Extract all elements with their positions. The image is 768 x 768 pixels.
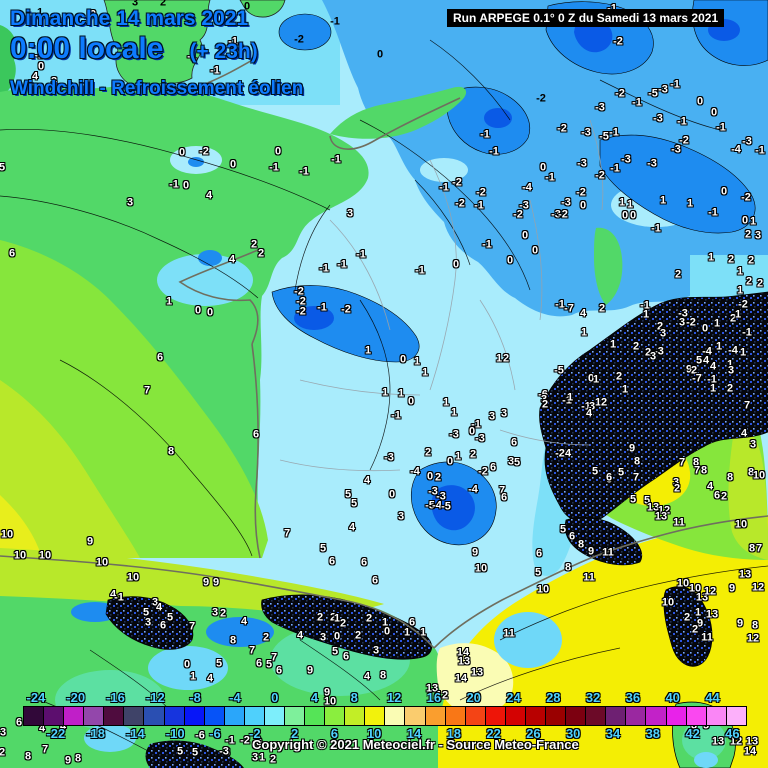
- forecast-time: 0:00 locale: [10, 32, 164, 66]
- colorbar-cell: [505, 707, 526, 725]
- colorbar-cell: [646, 707, 667, 725]
- colorbar-cell: [485, 707, 506, 725]
- prealps-cyan-strip: [690, 255, 768, 300]
- alps-dark: [539, 291, 768, 524]
- colorbar-cell: [204, 707, 225, 725]
- po-yellowgreen-east: [728, 425, 768, 560]
- colorbar-cell: [546, 707, 567, 725]
- colorbar-cell: [144, 707, 165, 725]
- colorbar-cell: [706, 707, 727, 725]
- parameter-title: Windchill - Refroissement éolien: [10, 77, 304, 99]
- map-header: Dimanche 14 mars 2021 0:00 locale (+ 23h…: [10, 7, 304, 99]
- colorbar-cell: [64, 707, 85, 725]
- colorbar-cell: [285, 707, 306, 725]
- colorbar-cell: [465, 707, 486, 725]
- colorbar-cell: [124, 707, 145, 725]
- pyrenees-dark-west: [105, 596, 194, 650]
- colorbar-cell: [104, 707, 125, 725]
- sardinia-cyan: [694, 752, 718, 768]
- sardinia-teal: [682, 720, 726, 760]
- normandy-cold-spot: [188, 157, 204, 167]
- colorbar-cell: [686, 707, 707, 725]
- colorbar-cell: [244, 707, 265, 725]
- corsica: [663, 586, 713, 667]
- england-land-se: [239, 0, 286, 18]
- colorbar-cell: [305, 707, 326, 725]
- colorbar-cell: [184, 707, 205, 725]
- colorbar-cell: [525, 707, 547, 725]
- colorbar-cell: [405, 707, 426, 725]
- colorbar-cell: [84, 707, 105, 725]
- pyrenees-blue-fringe: [206, 617, 274, 647]
- colorbar-cell: [345, 707, 366, 725]
- band-yellow-corner: [0, 495, 42, 558]
- spain-cyan-pocket2: [84, 724, 136, 752]
- land-west-edge: [0, 25, 17, 98]
- forecast-date: Dimanche 14 mars 2021: [10, 7, 249, 30]
- coastlines: [0, 57, 768, 649]
- gulf-lion-pocket: [494, 612, 562, 668]
- admin-borders: [279, 119, 604, 472]
- colorbar-cell: [365, 707, 386, 725]
- band-yellowgreen: [0, 380, 140, 558]
- colorbar-cell: [325, 707, 346, 725]
- england-land: [103, 0, 211, 89]
- colorbar-cell: [566, 707, 587, 725]
- colorbar-cell: [666, 707, 687, 725]
- colorbar-cell: [164, 707, 185, 725]
- pale-pocket-n: [420, 158, 468, 182]
- colorbar-cell: [24, 707, 45, 725]
- colorbar-cell: [264, 707, 286, 725]
- colorbar-cell: [726, 707, 746, 725]
- alps-dark-arm: [564, 516, 643, 566]
- forecast-offset: (+ 23h): [189, 40, 258, 64]
- temperature-colorbar: [23, 706, 747, 726]
- colorbar-cell: [224, 707, 245, 725]
- med-pale-yellow-patch: [436, 643, 514, 715]
- spain-cyan-pocket: [148, 646, 228, 690]
- colorbar-cell: [586, 707, 607, 725]
- colorbar-cell: [626, 707, 647, 725]
- brittany-pocket: [157, 254, 253, 306]
- colorbar-cell: [385, 707, 406, 725]
- colorbar-cell: [44, 707, 65, 725]
- massif-blue-core: [431, 485, 475, 531]
- colorbar-cell: [445, 707, 466, 725]
- jura-green-sliver: [594, 227, 623, 305]
- colorbar-cell: [606, 707, 627, 725]
- colorbar-cell: [425, 707, 446, 725]
- region-green-channel-finger: [330, 86, 467, 139]
- spain-dark-south: [145, 740, 244, 768]
- brittany-cold-spot: [198, 250, 222, 266]
- run-info-box: Run ARPEGE 0.1° 0 Z du Samedi 13 mars 20…: [447, 9, 725, 27]
- region-north-blue: [322, 0, 768, 317]
- copyright-text: Copyright © 2021 Meteociel.fr - Source M…: [252, 737, 579, 752]
- contour-lines: [0, 39, 768, 753]
